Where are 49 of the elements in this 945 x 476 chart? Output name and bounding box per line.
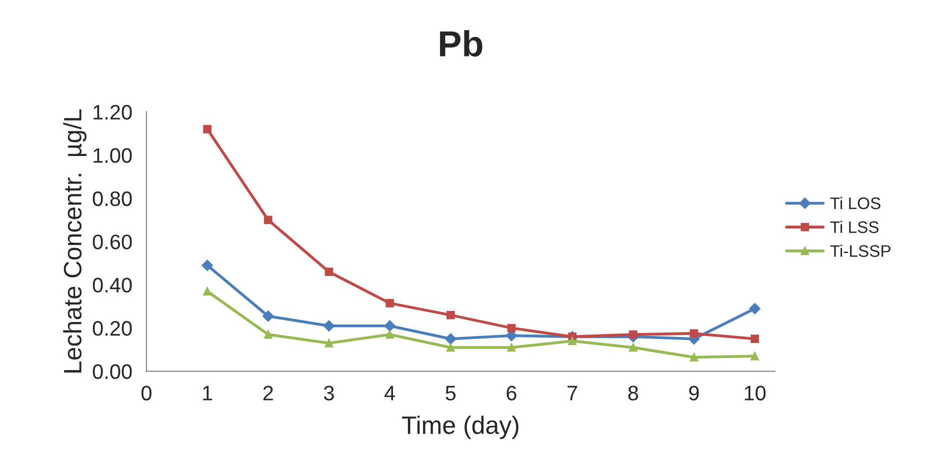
legend-label: Ti LOS: [830, 196, 880, 210]
x-tick-label: 2: [263, 386, 273, 400]
point: [203, 287, 212, 296]
point: [507, 324, 516, 332]
y-tick-label: 0.20: [92, 321, 132, 336]
point: [445, 333, 456, 344]
legend-label: Ti-LSSP: [830, 244, 890, 257]
x-tick-label: 5: [446, 386, 456, 400]
point: [750, 352, 759, 360]
x-tick-label: 7: [568, 386, 578, 400]
y-axis-title: Lechate Concentr. µg/L: [63, 109, 86, 372]
point: [386, 330, 394, 339]
x-tick-label: 1: [203, 386, 212, 400]
point: [202, 260, 213, 271]
point: [446, 343, 455, 352]
point: [323, 320, 335, 332]
point: [324, 339, 334, 348]
legend-label: Ti LSS: [830, 220, 879, 234]
point: [264, 330, 272, 339]
x-tick-label: 3: [324, 386, 334, 400]
point: [264, 216, 272, 224]
point: [749, 302, 760, 314]
x-tick-label: 4: [384, 386, 395, 400]
x-tick-label: 9: [689, 386, 699, 400]
y-tick-label: 0.60: [92, 234, 132, 250]
point: [628, 343, 638, 352]
y-tick-label: 1.00: [94, 148, 132, 163]
point: [386, 299, 394, 308]
chart-title: Pb: [440, 30, 482, 57]
y-tick-label: 0.40: [92, 278, 132, 293]
point: [690, 353, 698, 362]
point: [262, 310, 274, 322]
point: [628, 330, 638, 339]
point: [203, 124, 212, 134]
point: [324, 268, 334, 276]
y-tick-label: 0.80: [92, 191, 132, 206]
x-tick-label: 8: [628, 386, 638, 400]
x-axis-title: Time (day): [402, 416, 518, 440]
point: [446, 310, 455, 320]
y-tick-label: 1.20: [94, 104, 132, 120]
y-tick-label: 0.00: [92, 364, 132, 380]
point: [750, 334, 759, 344]
point: [507, 343, 516, 352]
point: [384, 320, 396, 332]
x-tick-label: 10: [744, 386, 766, 400]
x-tick-label: 0: [141, 386, 152, 400]
x-tick-label: 6: [506, 386, 516, 400]
point: [690, 329, 698, 338]
point: [568, 336, 576, 346]
